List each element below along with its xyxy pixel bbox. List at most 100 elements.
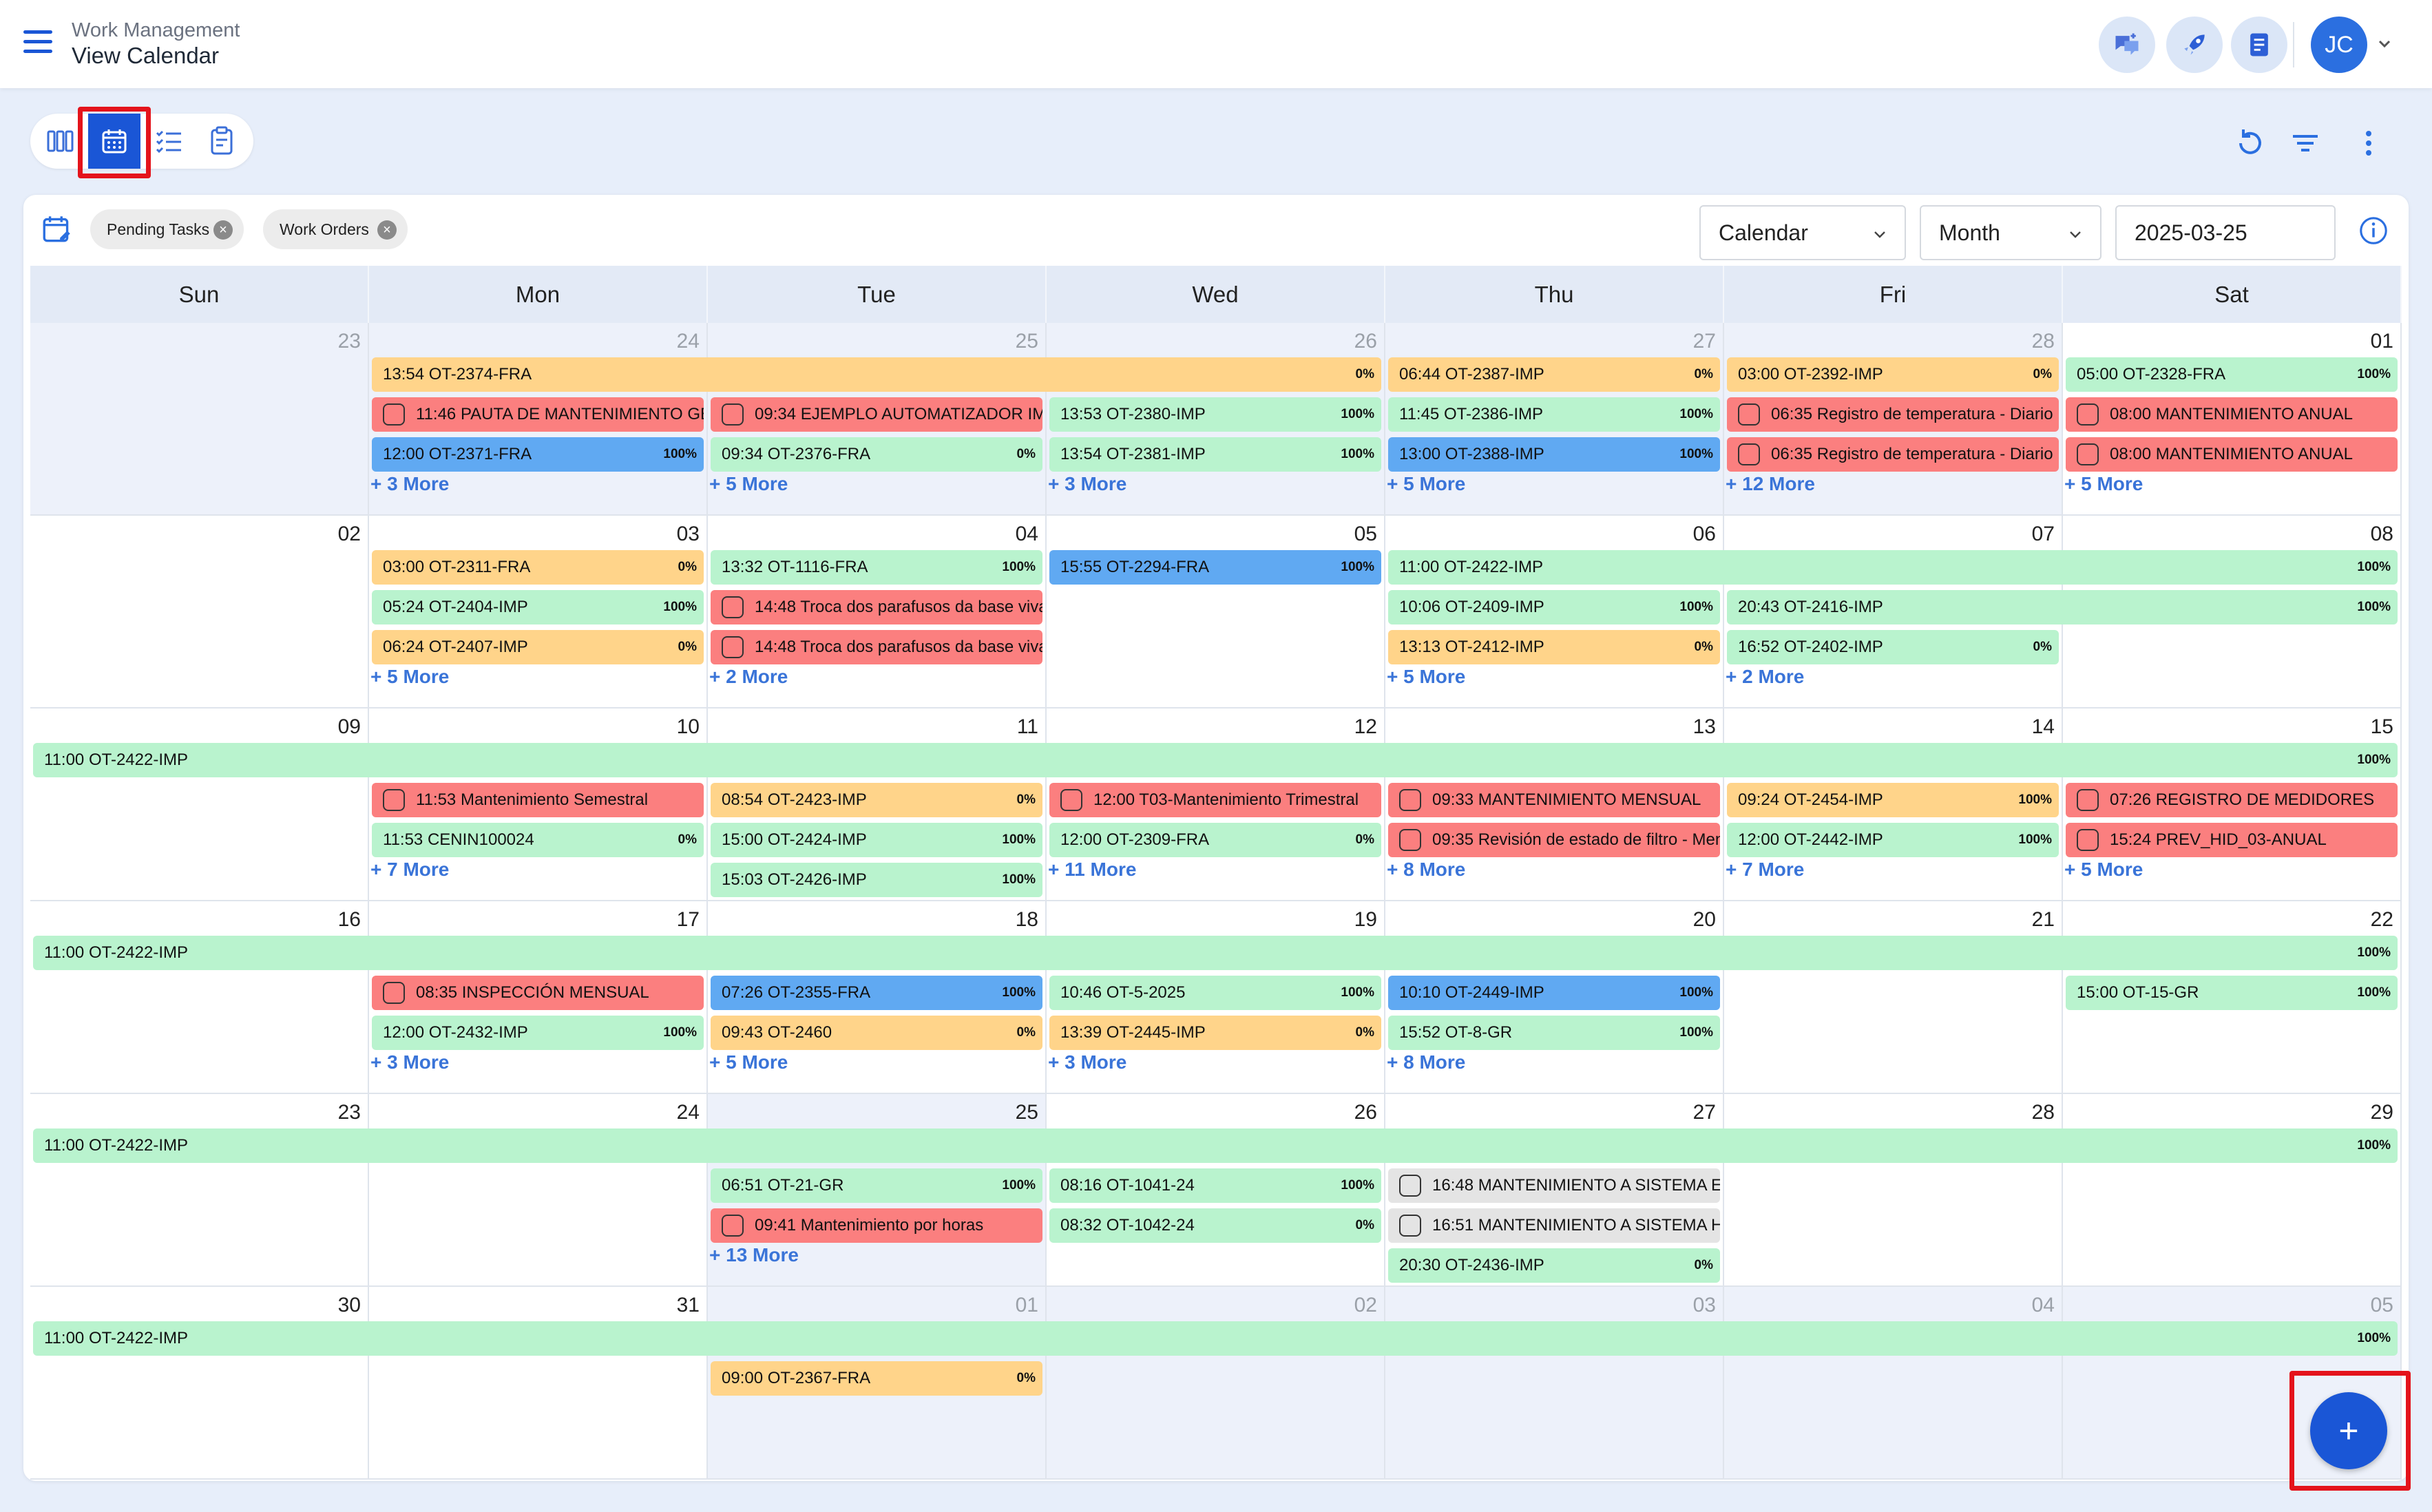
- checkbox-icon[interactable]: [2077, 403, 2099, 426]
- calendar-event[interactable]: 11:00 OT-2422-IMP 100%: [33, 1128, 2398, 1163]
- calendar-event[interactable]: 05:24 OT-2404-IMP 100%: [372, 590, 704, 624]
- checkbox-icon[interactable]: [1399, 829, 1421, 851]
- checkbox-icon[interactable]: [1399, 1215, 1421, 1237]
- checkbox-icon[interactable]: [383, 789, 405, 811]
- calendar-event[interactable]: 08:00 MANTENIMIENTO ANUAL: [2066, 397, 2398, 432]
- checkbox-icon[interactable]: [383, 403, 405, 426]
- calendar-event[interactable]: 09:24 OT-2454-IMP 100%: [1727, 783, 2059, 817]
- calendar-edit-icon[interactable]: [40, 212, 74, 246]
- checkbox-icon[interactable]: [722, 636, 744, 658]
- calendar-event[interactable]: 13:54 OT-2374-FRA 0%: [372, 357, 1381, 392]
- calendar-event[interactable]: 11:53 Mantenimiento Semestral: [372, 783, 704, 817]
- calendar-event[interactable]: 08:35 INSPECCIÓN MENSUAL: [372, 976, 704, 1010]
- calendar-event[interactable]: 15:00 OT-2424-IMP 100%: [711, 823, 1042, 857]
- checkbox-icon[interactable]: [383, 982, 405, 1004]
- calendar-event[interactable]: 15:00 OT-15-GR 100%: [2066, 976, 2398, 1010]
- calendar-event[interactable]: 08:16 OT-1041-24 100%: [1049, 1168, 1381, 1203]
- checkbox-icon[interactable]: [1060, 789, 1082, 811]
- calendar-event[interactable]: 06:35 Registro de temperatura - Diario: [1727, 437, 2059, 472]
- day-cell[interactable]: 28: [1724, 1094, 2063, 1287]
- checkbox-icon[interactable]: [722, 403, 744, 426]
- calendar-event[interactable]: 11:00 OT-2422-IMP 100%: [33, 936, 2398, 970]
- checkbox-icon[interactable]: [1399, 789, 1421, 811]
- calendar-event[interactable]: 09:33 MANTENIMIENTO MENSUAL: [1388, 783, 1720, 817]
- day-cell[interactable]: 05: [1047, 516, 1385, 708]
- avatar[interactable]: JC: [2311, 17, 2367, 73]
- more-events-link[interactable]: + 5 More: [1387, 473, 1466, 494]
- more-vert-icon[interactable]: [2349, 124, 2388, 162]
- calendar-event[interactable]: 12:00 OT-2432-IMP 100%: [372, 1016, 704, 1050]
- date-input[interactable]: 2025-03-25: [2115, 205, 2336, 260]
- calendar-event[interactable]: 09:34 EJEMPLO AUTOMATIZADOR IMPRESORA: [711, 397, 1042, 432]
- checkbox-icon[interactable]: [1399, 1175, 1421, 1197]
- calendar-event[interactable]: 11:53 CENIN100024 0%: [372, 823, 704, 857]
- range-select[interactable]: Month: [1920, 205, 2101, 260]
- calendar-event[interactable]: 15:24 PREV_HID_03-ANUAL: [2066, 823, 2398, 857]
- calendar-event[interactable]: 06:35 Registro de temperatura - Diario: [1727, 397, 2059, 432]
- menu-icon[interactable]: [23, 30, 52, 54]
- more-events-link[interactable]: + 3 More: [370, 473, 450, 494]
- checkbox-icon[interactable]: [2077, 443, 2099, 465]
- day-cell[interactable]: 16: [30, 901, 369, 1094]
- calendar-event[interactable]: 06:44 OT-2387-IMP 0%: [1388, 357, 1720, 392]
- more-events-link[interactable]: + 13 More: [709, 1244, 799, 1266]
- more-events-link[interactable]: + 8 More: [1387, 1051, 1466, 1073]
- calendar-event[interactable]: 12:00 OT-2371-FRA 100%: [372, 437, 704, 472]
- day-cell[interactable]: 24: [369, 1094, 708, 1287]
- checkbox-icon[interactable]: [722, 596, 744, 618]
- calendar-event[interactable]: 06:51 OT-21-GR 100%: [711, 1168, 1042, 1203]
- calendar-event[interactable]: 16:48 MANTENIMIENTO A SISTEMA ELÉCTRICO: [1388, 1168, 1720, 1203]
- day-cell[interactable]: 23: [30, 323, 369, 516]
- calendar-event[interactable]: 14:48 Troca dos parafusos da base vivaz: [711, 590, 1042, 624]
- day-cell[interactable]: 23: [30, 1094, 369, 1287]
- calendar-event[interactable]: 08:32 OT-1042-24 0%: [1049, 1208, 1381, 1243]
- checkbox-icon[interactable]: [722, 1215, 744, 1237]
- calendar-event[interactable]: 03:00 OT-2392-IMP 0%: [1727, 357, 2059, 392]
- calendar-event[interactable]: 14:48 Troca dos parafusos da base vivaz: [711, 630, 1042, 664]
- checklist-view-icon[interactable]: [143, 114, 196, 169]
- more-events-link[interactable]: + 7 More: [370, 859, 450, 880]
- chevron-down-icon[interactable]: [2377, 39, 2392, 50]
- day-cell[interactable]: 29: [2063, 1094, 2402, 1287]
- calendar-event[interactable]: 10:06 OT-2409-IMP 100%: [1388, 590, 1720, 624]
- calendar-view-icon[interactable]: [88, 114, 140, 169]
- calendar-event[interactable]: 09:34 OT-2376-FRA 0%: [711, 437, 1042, 472]
- calendar-event[interactable]: 09:00 OT-2367-FRA 0%: [711, 1361, 1042, 1396]
- calendar-event[interactable]: 13:54 OT-2381-IMP 100%: [1049, 437, 1381, 472]
- day-cell[interactable]: 02: [30, 516, 369, 708]
- calendar-event[interactable]: 16:52 OT-2402-IMP 0%: [1727, 630, 2059, 664]
- calendar-event[interactable]: 06:24 OT-2407-IMP 0%: [372, 630, 704, 664]
- calendar-select[interactable]: Calendar: [1699, 205, 1906, 260]
- add-button[interactable]: +: [2310, 1392, 2387, 1469]
- calendar-event[interactable]: 09:35 Revisión de estado de filtro - Men…: [1388, 823, 1720, 857]
- calendar-event[interactable]: 07:26 REGISTRO DE MEDIDORES: [2066, 783, 2398, 817]
- calendar-event[interactable]: 15:55 OT-2294-FRA 100%: [1049, 550, 1381, 585]
- calendar-event[interactable]: 15:03 OT-2426-IMP 100%: [711, 863, 1042, 897]
- more-events-link[interactable]: + 5 More: [1387, 666, 1466, 687]
- more-events-link[interactable]: + 5 More: [709, 1051, 788, 1073]
- more-events-link[interactable]: + 12 More: [1726, 473, 1815, 494]
- calendar-event[interactable]: 13:53 OT-2380-IMP 100%: [1049, 397, 1381, 432]
- calendar-event[interactable]: 12:00 OT-2309-FRA 0%: [1049, 823, 1381, 857]
- day-cell[interactable]: 04: [1724, 1287, 2063, 1480]
- calendar-event[interactable]: 05:00 OT-2328-FRA 100%: [2066, 357, 2398, 392]
- calendar-event[interactable]: 15:52 OT-8-GR 100%: [1388, 1016, 1720, 1050]
- day-cell[interactable]: 09: [30, 708, 369, 901]
- more-events-link[interactable]: + 3 More: [1048, 473, 1127, 494]
- more-events-link[interactable]: + 8 More: [1387, 859, 1466, 880]
- calendar-event[interactable]: 10:10 OT-2449-IMP 100%: [1388, 976, 1720, 1010]
- calendar-event[interactable]: 11:00 OT-2422-IMP 100%: [33, 1321, 2398, 1356]
- calendar-event[interactable]: 12:00 OT-2442-IMP 100%: [1727, 823, 2059, 857]
- calendar-event[interactable]: 13:00 OT-2388-IMP 100%: [1388, 437, 1720, 472]
- more-events-link[interactable]: + 5 More: [370, 666, 450, 687]
- more-events-link[interactable]: + 7 More: [1726, 859, 1805, 880]
- calendar-event[interactable]: 20:43 OT-2416-IMP 100%: [1727, 590, 2398, 624]
- calendar-event[interactable]: 08:00 MANTENIMIENTO ANUAL: [2066, 437, 2398, 472]
- calendar-event[interactable]: 13:13 OT-2412-IMP 0%: [1388, 630, 1720, 664]
- more-events-link[interactable]: + 3 More: [1048, 1051, 1127, 1073]
- refresh-icon[interactable]: [2231, 124, 2269, 162]
- checkbox-icon[interactable]: [2077, 829, 2099, 851]
- calendar-event[interactable]: 09:41 Mantenimiento por horas: [711, 1208, 1042, 1243]
- close-icon[interactable]: ×: [213, 220, 233, 240]
- calendar-event[interactable]: 16:51 MANTENIMIENTO A SISTEMA HIDRÁULICO: [1388, 1208, 1720, 1243]
